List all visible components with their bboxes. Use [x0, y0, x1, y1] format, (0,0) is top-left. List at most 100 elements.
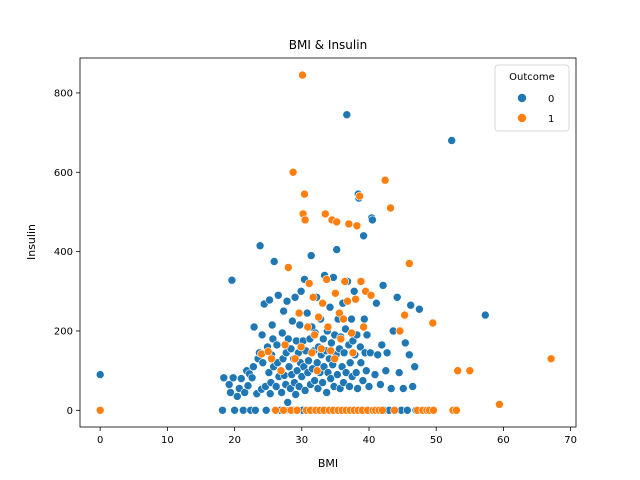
point-outcome-0	[279, 306, 288, 316]
point-outcome-0	[265, 295, 274, 305]
point-outcome-0	[381, 366, 391, 376]
point-outcome-0	[251, 405, 260, 415]
y-tick-label: 800	[54, 88, 73, 99]
point-outcome-1	[404, 259, 414, 268]
point-outcome-0	[394, 368, 404, 377]
point-outcome-0	[361, 366, 371, 376]
legend-label-1: 1	[548, 114, 554, 125]
point-outcome-0	[297, 372, 307, 381]
point-outcome-0	[365, 348, 375, 358]
point-outcome-0	[339, 348, 349, 358]
point-outcome-0	[353, 384, 362, 393]
point-outcome-0	[318, 334, 328, 344]
point-outcome-0	[339, 378, 348, 387]
point-outcome-1	[288, 168, 298, 177]
point-outcome-1	[312, 366, 322, 376]
chart-title: BMI & Insulin	[289, 38, 367, 52]
point-outcome-0	[415, 304, 424, 314]
point-outcome-1	[386, 203, 395, 213]
point-outcome-0	[319, 362, 329, 372]
point-outcome-1	[347, 328, 356, 338]
point-outcome-0	[264, 368, 274, 377]
point-outcome-1	[292, 405, 302, 415]
point-outcome-1	[355, 191, 364, 201]
point-outcome-0	[300, 386, 310, 395]
point-outcome-1	[322, 275, 332, 284]
x-tick-label: 60	[497, 435, 510, 446]
point-outcome-1	[344, 219, 354, 229]
point-outcome-0	[356, 358, 366, 368]
point-outcome-1	[356, 277, 366, 286]
point-outcome-0	[277, 328, 287, 338]
point-outcome-0	[249, 322, 259, 332]
point-outcome-0	[377, 340, 387, 350]
point-outcome-1	[400, 310, 409, 320]
point-outcome-1	[335, 308, 344, 318]
legend: Outcome 0 1	[494, 64, 570, 132]
point-outcome-0	[373, 350, 383, 360]
point-outcome-0	[265, 389, 275, 399]
point-outcome-0	[306, 251, 316, 260]
point-outcome-0	[359, 231, 368, 241]
point-outcome-0	[230, 405, 239, 415]
point-outcome-0	[398, 384, 408, 393]
x-tick-label: 20	[228, 435, 241, 446]
point-outcome-1	[303, 322, 313, 332]
point-outcome-1	[340, 277, 350, 286]
point-outcome-0	[342, 110, 352, 119]
point-outcome-0	[447, 136, 457, 145]
x-tick-label: 30	[295, 435, 308, 446]
point-outcome-1	[546, 354, 556, 364]
point-outcome-1	[323, 322, 333, 332]
point-outcome-1	[453, 366, 463, 376]
point-outcome-1	[300, 215, 310, 225]
point-outcome-1	[395, 326, 405, 336]
point-outcome-0	[282, 296, 292, 306]
point-outcome-0	[332, 245, 342, 254]
point-outcome-1	[332, 217, 342, 227]
point-outcome-0	[359, 314, 369, 324]
point-outcome-1	[267, 354, 276, 364]
x-axis: 0 10 20 30 40 50 60 70	[97, 427, 577, 446]
point-outcome-1	[351, 294, 360, 304]
point-outcome-1	[316, 344, 326, 354]
point-outcome-1	[283, 263, 293, 272]
point-outcome-0	[378, 281, 388, 290]
point-outcome-1	[348, 348, 358, 358]
point-outcome-0	[368, 215, 377, 225]
point-outcome-0	[404, 350, 414, 360]
point-outcome-1	[330, 354, 340, 364]
point-outcome-1	[428, 318, 438, 328]
point-outcome-0	[345, 358, 355, 368]
point-outcome-0	[277, 388, 286, 397]
point-outcome-0	[333, 370, 342, 379]
point-outcome-1	[300, 189, 309, 199]
point-outcome-0	[480, 310, 490, 320]
point-outcome-0	[255, 241, 265, 250]
point-outcome-0	[372, 298, 381, 308]
x-tick-label: 0	[97, 435, 103, 446]
point-outcome-0	[218, 405, 227, 415]
point-outcome-0	[351, 368, 361, 377]
point-outcome-0	[226, 388, 235, 397]
point-outcome-0	[406, 300, 416, 310]
point-outcome-1	[495, 400, 504, 409]
point-outcome-1	[339, 314, 348, 324]
point-outcome-0	[325, 302, 335, 312]
point-outcome-0	[299, 362, 309, 372]
point-outcome-0	[400, 338, 410, 348]
point-outcome-1	[380, 175, 390, 185]
point-outcome-1	[465, 366, 475, 376]
point-outcome-1	[378, 405, 387, 415]
point-outcome-0	[267, 320, 277, 330]
point-outcome-0	[286, 384, 295, 393]
point-outcome-0	[269, 257, 279, 266]
point-outcome-0	[370, 370, 380, 379]
y-tick-label: 200	[54, 326, 73, 337]
point-outcome-1	[294, 308, 304, 318]
point-outcome-0	[349, 286, 359, 296]
point-outcome-0	[219, 373, 229, 383]
point-outcome-1	[318, 298, 327, 308]
point-outcome-1	[290, 354, 300, 364]
